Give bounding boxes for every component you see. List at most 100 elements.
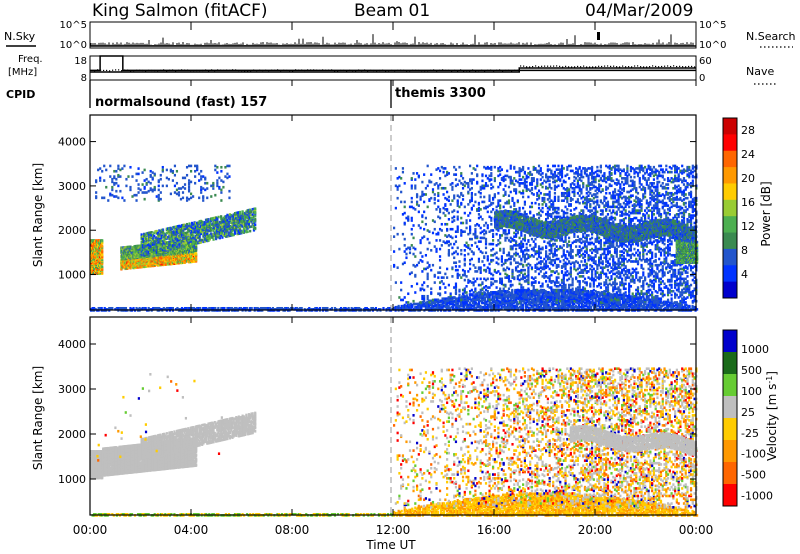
power-cell [207,218,210,221]
power-cell [382,306,385,310]
power-cell [143,168,146,172]
power-cell [221,236,224,239]
power-cell [101,245,104,248]
power-cell [157,184,160,188]
power-cell [117,173,120,177]
power-cell [204,188,207,192]
power-cell [189,169,193,173]
nave-dot [115,69,117,71]
power-cell [226,172,229,176]
nave-dot [691,65,693,68]
date-title: 04/Mar/2009 [585,1,693,21]
nave-dot [121,70,123,72]
power-cell [192,195,195,198]
power-cell [228,164,231,168]
power-cell [115,169,118,173]
power-cell [175,181,179,185]
power-cell [210,195,213,198]
nave-dot [643,66,645,68]
power-cell [153,185,156,189]
nave-dot [529,66,531,68]
nave-dot [577,65,579,68]
power-cell [135,172,138,176]
nave-dot [658,66,660,68]
power-cell [181,176,185,180]
nave-dot [595,66,597,68]
power-cell [220,188,223,192]
power-cell [250,225,253,228]
power-cell [189,196,193,200]
nave-dot [118,69,120,71]
power-cell [169,192,172,196]
power-cell [99,176,102,180]
power-cell [143,197,146,201]
nave-dot [568,66,570,68]
power-cell [250,306,253,310]
power-cell [149,181,152,185]
nave-dot [556,65,558,67]
nave-line [90,67,696,73]
freq-tick-high: 18 [74,56,87,67]
power-cell [149,169,152,173]
power-cell [97,168,100,172]
power-cell [200,191,203,194]
power-cell [212,181,215,185]
nave-dot [532,65,534,68]
power-cell [226,176,229,180]
nave-dot [646,66,648,68]
freq-unit: [MHz] [8,67,37,78]
power-cell [143,191,146,194]
power-cell [123,199,126,202]
power-cell [177,187,181,190]
power-cell [249,229,252,233]
nave-dot [673,65,675,67]
power-cell [194,164,197,168]
power-cell [113,175,116,178]
cpid-program-2: themis 3300 [395,86,486,101]
power-cell [187,233,190,236]
nave-dot [544,65,546,67]
nsky-label: N.Sky [4,30,36,43]
power-cell [149,173,152,177]
power-cell [141,191,144,194]
power-cell [220,215,223,218]
nave-dot [628,66,630,68]
nave-dot [520,65,522,67]
nave-dot [625,66,627,68]
power-cell [254,226,257,230]
nave-dot [604,65,606,67]
power-cell [103,196,106,200]
power-cell [216,179,219,182]
power-cell [202,187,205,190]
power-cell [125,177,128,181]
power-cell [198,196,201,200]
power-cell [129,185,132,189]
power-cell [220,199,223,202]
power-cell [103,179,106,182]
nave-dot [631,66,633,68]
power-cell [103,164,106,168]
power-cell [101,196,104,200]
power-cell [113,169,116,173]
power-cell [149,187,152,190]
power-cell [157,188,160,192]
nave-dot [109,70,111,72]
power-cell [181,191,185,194]
power-cell [214,193,217,197]
power-cell [135,179,138,182]
nave-dot [622,65,624,67]
power-cell [202,195,205,198]
nave-dot [688,65,690,68]
nave-dot [574,66,576,68]
power-cell [109,175,112,178]
power-cell [173,191,177,194]
nave-dot [661,65,663,68]
power-cell [119,189,122,193]
power-cell [187,181,191,185]
power-cell [185,196,189,200]
power-cell [121,167,124,170]
power-cell [511,288,514,292]
power-cell [115,189,118,193]
power-cell [173,173,177,177]
